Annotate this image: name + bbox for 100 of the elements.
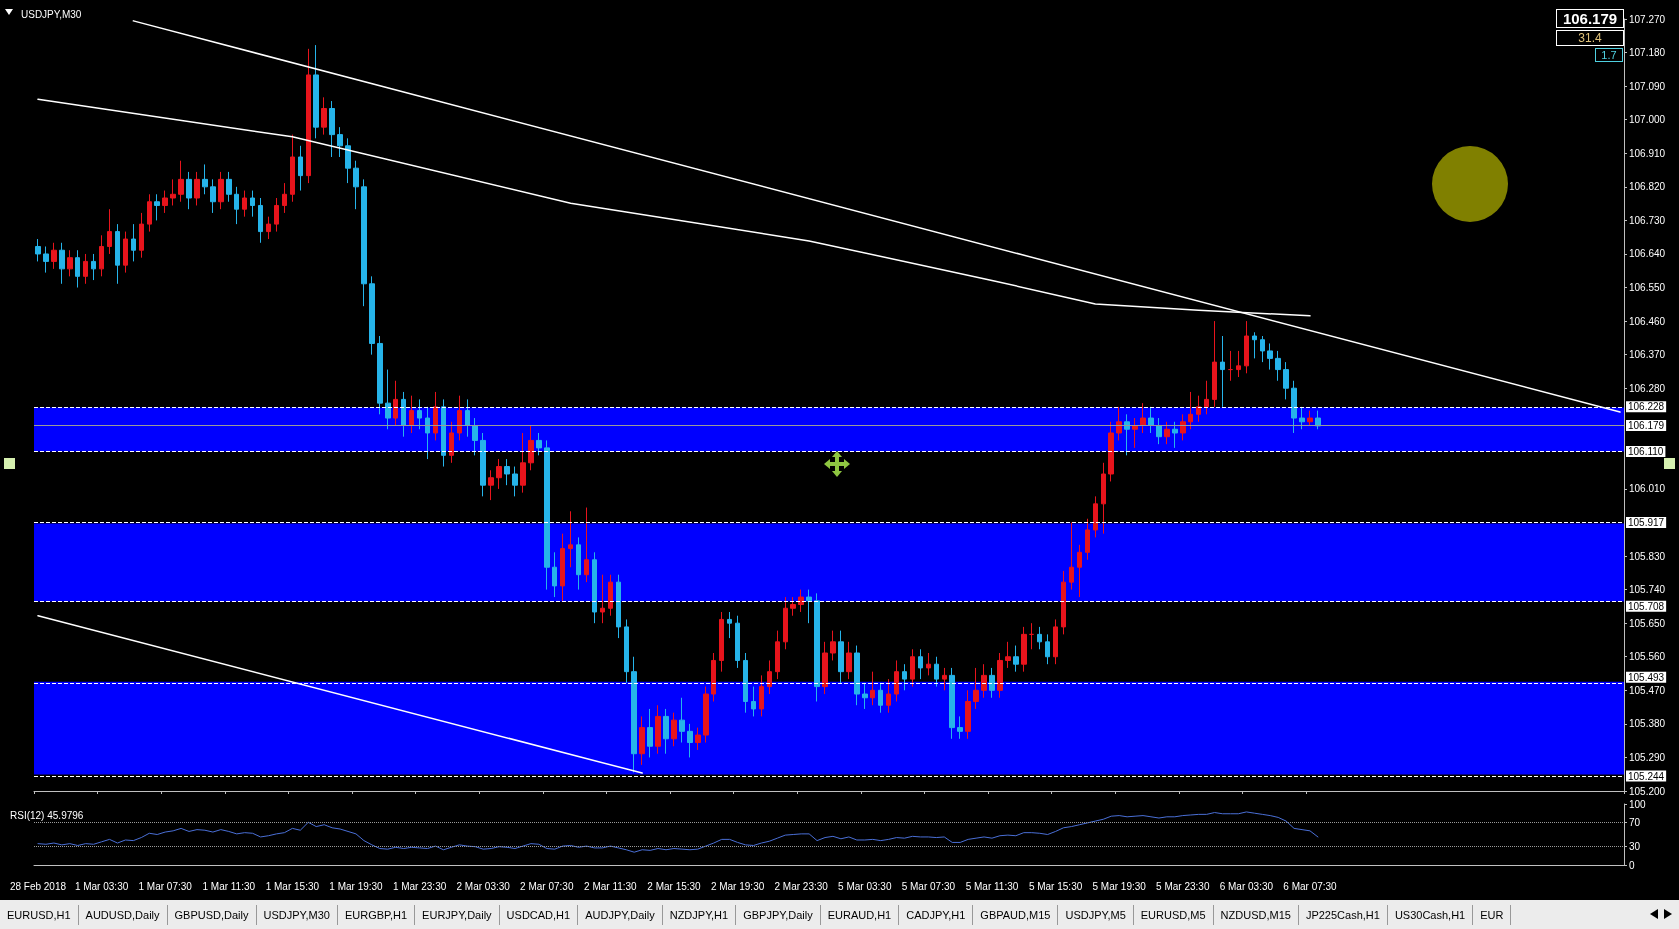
candlestick [1212, 320, 1217, 408]
x-tick-label: 28 Feb 2018 [9, 880, 67, 892]
candlestick [306, 48, 311, 184]
candlestick [298, 145, 303, 192]
candlestick [504, 458, 510, 486]
candlestick [830, 630, 836, 661]
candlestick [178, 160, 184, 203]
y-tick-label: 105.830 [1629, 550, 1666, 562]
x-tick-label: 6 Mar 07:30 [1283, 880, 1338, 892]
candlestick [401, 391, 406, 438]
candlestick [202, 163, 208, 195]
candlestick [1037, 626, 1042, 650]
y-tick-label: 106.730 [1629, 214, 1666, 226]
text: USDJPY,M5 [1058, 904, 1134, 925]
candlestick [83, 253, 88, 285]
candlestick [290, 134, 295, 203]
candlestick [1260, 335, 1265, 363]
candlestick [1085, 518, 1090, 561]
candlestick [353, 160, 359, 210]
candlestick [814, 592, 820, 702]
candlestick [377, 335, 383, 415]
candlestick [918, 648, 923, 680]
candlestick [496, 458, 502, 490]
candlestick [480, 432, 486, 497]
text: AUDJPY,Daily [578, 904, 663, 925]
candlestick [719, 611, 724, 673]
y-tick-label: 107.090 [1629, 80, 1666, 92]
candlestick [266, 216, 271, 240]
text: EURUSD,M5 [1133, 904, 1214, 925]
candlestick [687, 723, 693, 758]
y-tick-label: 106.550 [1629, 282, 1666, 294]
x-tick-label: 2 Mar 07:30 [520, 880, 574, 892]
candlestick [59, 242, 65, 285]
y-tick-label: 105.380 [1629, 718, 1666, 730]
candlestick [1252, 331, 1257, 359]
annotation: 1.7 [1595, 48, 1623, 62]
candlestick [910, 648, 915, 688]
candlestick [218, 171, 224, 210]
text: USDCAD,H1 [499, 904, 579, 925]
x-tick-label: 2 Mar 15:30 [647, 880, 702, 892]
candlestick [647, 708, 653, 758]
candlestick [75, 249, 80, 289]
text: USDJPY,M30 [256, 904, 338, 925]
annotation: 106.179 [1556, 9, 1624, 28]
candlestick [1172, 421, 1178, 449]
candlestick [624, 618, 629, 684]
candlestick [1315, 410, 1321, 430]
candlestick [878, 682, 883, 714]
y-tick-label: 106.460 [1629, 315, 1666, 327]
candlestick [457, 395, 462, 441]
candlestick [1069, 521, 1074, 591]
x-tick-label: 2 Mar 03:30 [456, 880, 511, 892]
text: AUDUSD,Daily [78, 904, 168, 925]
candlestick [1077, 544, 1082, 598]
text: EURJPY,Daily [415, 904, 500, 925]
chart-title: USDJPY,M30 [21, 8, 82, 20]
text: JP225Cash,H1 [1298, 904, 1388, 925]
candlestick [107, 208, 112, 255]
x-tick-label: 1 Mar 03:30 [74, 880, 129, 892]
candlestick [51, 242, 57, 270]
x-tick-label: 2 Mar 23:30 [774, 880, 829, 892]
candlestick [1267, 342, 1273, 371]
y-tick-label: 105.470 [1629, 684, 1666, 696]
candlestick [536, 432, 542, 456]
text: EURAUD,H1 [820, 904, 900, 925]
y-tick-label: 30 [1629, 841, 1641, 853]
candlestick [425, 406, 430, 460]
candlestick [43, 246, 49, 274]
candlestick [1053, 618, 1058, 665]
candlestick [329, 100, 335, 158]
candlestick [1299, 406, 1305, 430]
candlestick [1101, 462, 1106, 535]
candlestick [949, 667, 955, 740]
candlestick [965, 689, 971, 740]
y-tick-label: 105.290 [1629, 751, 1666, 763]
candlestick [655, 704, 661, 755]
candlestick [1061, 570, 1066, 635]
candlestick [639, 715, 645, 766]
candlestick [592, 551, 597, 624]
text: EURGBP,H1 [337, 904, 416, 925]
candlestick [528, 425, 534, 471]
text: US30Cash,H1 [1387, 904, 1474, 925]
candlestick [274, 197, 279, 233]
candlestick [942, 667, 947, 691]
candlestick [115, 223, 120, 285]
y-tick-label: 100 [1629, 798, 1647, 810]
candlestick [313, 44, 319, 139]
candlestick [99, 234, 104, 277]
candlestick [894, 659, 899, 702]
candlestick [186, 171, 192, 210]
candlestick [1148, 406, 1154, 434]
x-tick-label: 5 Mar 23:30 [1156, 880, 1210, 892]
candlestick [1108, 421, 1114, 482]
x-tick-label: 5 Mar 03:30 [838, 880, 892, 892]
candlestick [616, 574, 621, 639]
ref-line-label: 105.493 [1628, 671, 1665, 683]
candlestick [790, 596, 796, 617]
y-tick-label: 106.910 [1629, 147, 1666, 159]
candlestick [1283, 361, 1289, 400]
candlestick [902, 663, 907, 691]
